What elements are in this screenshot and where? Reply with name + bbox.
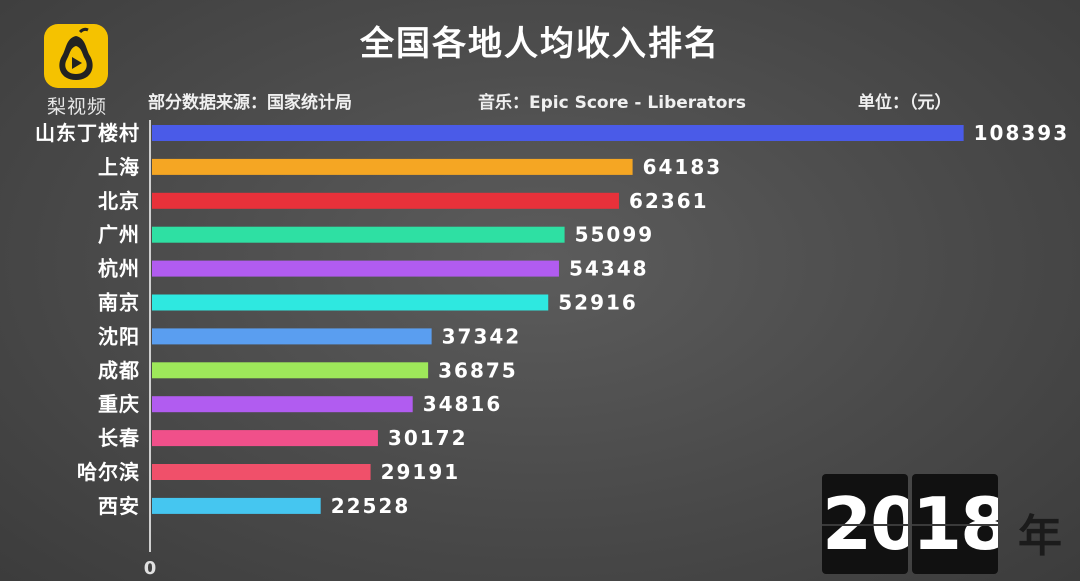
value-label: 34816 bbox=[423, 392, 503, 416]
value-label: 64183 bbox=[643, 155, 723, 179]
value-label: 37342 bbox=[442, 324, 522, 348]
x-tick-label: 0 bbox=[144, 558, 157, 579]
category-label: 成都 bbox=[98, 358, 140, 382]
category-label: 上海 bbox=[98, 155, 140, 179]
category-label: 北京 bbox=[98, 189, 140, 213]
bar-3 bbox=[152, 226, 565, 243]
bar-4 bbox=[152, 260, 559, 277]
value-label: 54348 bbox=[569, 257, 649, 281]
bar-6 bbox=[152, 328, 432, 345]
bar-0 bbox=[152, 125, 964, 141]
value-label: 29191 bbox=[381, 460, 461, 484]
source-note: 部分数据来源：国家统计局 bbox=[148, 93, 352, 113]
value-label: 55099 bbox=[575, 223, 655, 247]
bar-8 bbox=[152, 396, 413, 413]
category-label: 哈尔滨 bbox=[77, 460, 140, 484]
category-label: 长春 bbox=[98, 426, 140, 450]
bar-10 bbox=[152, 464, 371, 480]
category-label: 山东丁楼村 bbox=[35, 121, 140, 145]
year-digits-right: 18 bbox=[912, 474, 998, 574]
bar-7 bbox=[152, 362, 429, 379]
unit-note: 单位：（元） bbox=[858, 93, 952, 113]
bar-2 bbox=[152, 192, 619, 209]
value-label: 22528 bbox=[331, 494, 411, 518]
pear-video-logo bbox=[44, 24, 108, 88]
bar-11 bbox=[152, 497, 321, 514]
music-note: 音乐：Epic Score - Liberators bbox=[478, 93, 746, 113]
bar-9 bbox=[152, 430, 378, 447]
category-label: 重庆 bbox=[98, 392, 140, 416]
value-label: 52916 bbox=[558, 291, 638, 315]
category-label: 杭州 bbox=[98, 257, 140, 281]
category-label: 南京 bbox=[98, 291, 140, 315]
pear-play-icon bbox=[59, 27, 93, 80]
bar-5 bbox=[152, 294, 549, 311]
year-digits-left: 20 bbox=[822, 474, 908, 574]
value-label: 30172 bbox=[388, 426, 468, 450]
bars-layer: 山东丁楼村 108393 上海 64183 北京 62361 广州 55099 杭州 54348 南… bbox=[35, 121, 1069, 518]
value-label: 62361 bbox=[629, 189, 709, 213]
bar-1 bbox=[152, 158, 633, 175]
chart-title: 全国各地人均收入排名 bbox=[360, 24, 720, 64]
category-label: 沈阳 bbox=[98, 324, 140, 348]
value-label: 108393 bbox=[974, 121, 1069, 145]
year-unit: 年 bbox=[1018, 511, 1062, 562]
logo-label: 梨视频 bbox=[46, 96, 107, 118]
category-label: 广州 bbox=[98, 223, 140, 247]
value-label: 36875 bbox=[438, 358, 518, 382]
category-label: 西安 bbox=[98, 494, 140, 518]
